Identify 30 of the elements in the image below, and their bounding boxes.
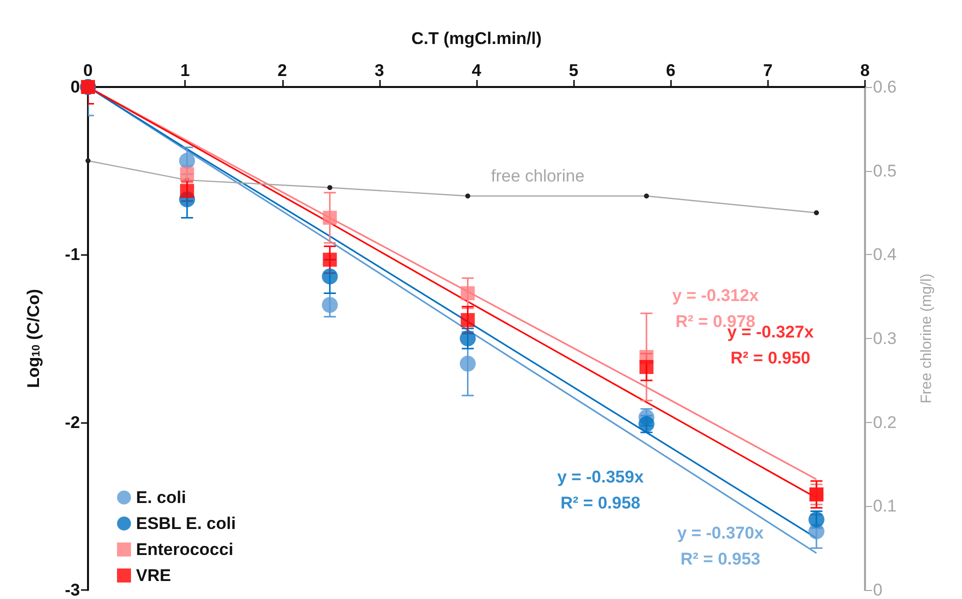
x-tick-label: 6 <box>666 61 676 80</box>
legend-label: Enterococci <box>136 540 234 559</box>
x-tick-label: 8 <box>860 61 870 80</box>
x-tick-label: 3 <box>374 61 384 80</box>
y2-tick-label: 0.2 <box>873 412 897 432</box>
y2-tick-label: 0.6 <box>873 78 897 96</box>
x-tick-label: 7 <box>763 61 773 80</box>
annotation: y = -0.370x R² = 0.953 <box>677 524 764 569</box>
series-label: free chlorine <box>490 166 585 186</box>
legend-label: VRE <box>136 566 171 585</box>
legend-label: ESBL E. coli <box>136 514 236 533</box>
y-tick-label: -3 <box>64 580 80 599</box>
y2-axis-title: Free chlorine (mg/l) <box>918 273 935 404</box>
y2-tick-label: 0.3 <box>873 329 897 348</box>
y2-tick-label: 0 <box>873 580 882 599</box>
y-tick-label: 0 <box>70 78 80 96</box>
y2-tick-label: 0.4 <box>873 245 897 264</box>
x-tick-label: 1 <box>180 61 190 80</box>
y-tick-label: -1 <box>64 245 80 264</box>
annotation: y = -0.359x R² = 0.958 <box>557 468 644 513</box>
y2-tick-label: 0.1 <box>873 496 897 516</box>
y-tick-label: -2 <box>64 412 80 432</box>
x-axis-title: C.T (mgCl.min/l) <box>411 29 542 48</box>
y2-tick-label: 0.5 <box>873 161 897 180</box>
x-tick-label: 2 <box>278 61 287 80</box>
legend-label: E. coli <box>136 488 186 507</box>
x-tick-label: 0 <box>83 61 93 80</box>
x-tick-label: 4 <box>472 61 482 80</box>
y-axis-title: Log10 (C/Co) <box>24 288 43 388</box>
x-tick-label: 5 <box>568 61 578 80</box>
